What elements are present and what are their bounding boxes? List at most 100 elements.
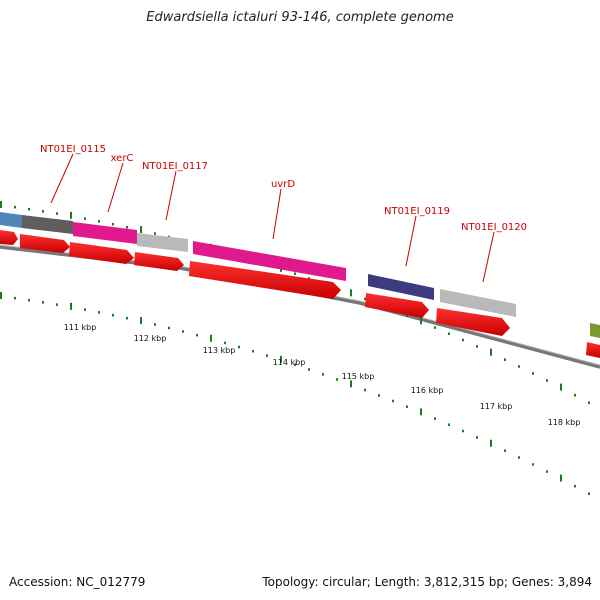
scale-tick [588,492,590,495]
scale-tick [336,378,338,381]
scale-tick [28,298,30,302]
scale-tick [462,429,464,433]
cds-arrow [69,242,134,264]
gene-label-text: xerC [111,153,134,164]
scale-tick [266,354,268,357]
scale-tick [350,380,352,388]
gene-box-xerc [73,222,137,244]
scale-tick [196,333,198,337]
kbp-label: 116 kbp [411,386,444,395]
scale-tick [434,326,436,329]
gene-box-blue [0,212,22,228]
gene-box-nt01ei-0119 [368,274,434,300]
scale-tick [126,316,128,320]
kbp-label: 114 kbp [273,358,306,367]
gene-box-nt01ei-0117 [137,233,188,252]
scale-tick [308,368,310,371]
accession-text: Accession: NC_012779 [9,575,146,589]
scale-tick [490,439,492,447]
scale-tick [322,373,324,376]
gene-label-text: NT01EI_0120 [461,222,527,233]
scale-tick [0,292,2,299]
kbp-label: 111 kbp [64,323,97,332]
cds-arrow [20,234,70,253]
scale-tick [490,348,492,356]
scale-tick [448,423,450,426]
scale-tick [252,349,254,353]
scale-tick [154,323,156,326]
scale-tick [84,308,86,311]
scale-tick [350,289,352,297]
scale-tick [574,393,576,397]
cds-arrow [586,342,600,358]
scale-tick [98,311,100,314]
gene-box-nt01ei-0115 [22,215,73,234]
cds-arrow-track [0,230,600,358]
scale-tick [476,436,478,439]
gene-box-uvrd [193,241,346,281]
scale-tick [532,372,534,375]
kbp-label: 117 kbp [480,402,513,411]
gene-label-nt01ei-0120: NT01EI_0120 [461,222,527,283]
scale-tick [154,232,156,235]
cds-arrow [0,230,18,245]
scale-tick [420,317,422,325]
scale-tick [294,363,296,366]
scale-tick [56,212,58,215]
scale-tick [56,303,58,306]
scale-tick [140,226,142,234]
kbp-label: 115 kbp [342,372,375,381]
scale-tick [364,297,366,301]
scale-tick [14,296,16,300]
scale-tick [42,301,44,304]
scale-tick [434,417,436,420]
scale-tick [504,449,506,452]
scale-tick [140,317,142,325]
scale-tick [378,394,380,397]
scale-tick [462,338,464,342]
scale-tick [294,272,296,275]
scale-tick [560,383,562,391]
cds-arrow [134,252,184,271]
scale-tick [224,341,226,345]
scale-tick [504,358,506,361]
gene-box-olive [590,323,600,338]
cds-arrow [365,293,429,318]
scale-tick [182,330,184,333]
scale-tick [210,334,212,342]
scale-tick [28,207,30,211]
cds-arrow [436,308,510,336]
gene-feature-track [0,212,600,338]
scale-tick [546,470,548,473]
scale-tick [238,345,240,349]
scale-tick [518,456,520,459]
scale-tick [0,201,2,208]
scale-tick [84,217,86,220]
scale-tick [574,484,576,488]
scale-tick [518,365,520,368]
gene-label-text: NT01EI_0115 [40,144,106,155]
scale-tick [588,401,590,404]
gene-label-text: uvrD [271,179,295,190]
scale-tick [532,463,534,466]
scale-tick [364,388,366,392]
gene-label-uvrd: uvrD [271,179,295,240]
scale-tick [98,220,100,223]
scale-tick [280,355,282,363]
kbp-scale-labels: 111 kbp 112 kbp 113 kbp 114 kbp 115 kbp … [64,323,581,427]
scale-tick [126,225,128,229]
gene-box-nt01ei-0120 [440,289,516,317]
kbp-label: 113 kbp [203,346,236,355]
genome-summary-text: Topology: circular; Length: 3,812,315 bp… [262,575,592,589]
scale-tick [42,210,44,213]
scale-tick [112,313,114,317]
gene-label-xerc: xerC [107,153,134,213]
kbp-label: 118 kbp [548,418,581,427]
scale-tick [420,408,422,416]
scale-tick [70,302,72,310]
kbp-label: 112 kbp [134,334,167,343]
gene-label-text: NT01EI_0119 [384,206,450,217]
scale-tick [14,205,16,209]
scale-tick [392,399,394,403]
